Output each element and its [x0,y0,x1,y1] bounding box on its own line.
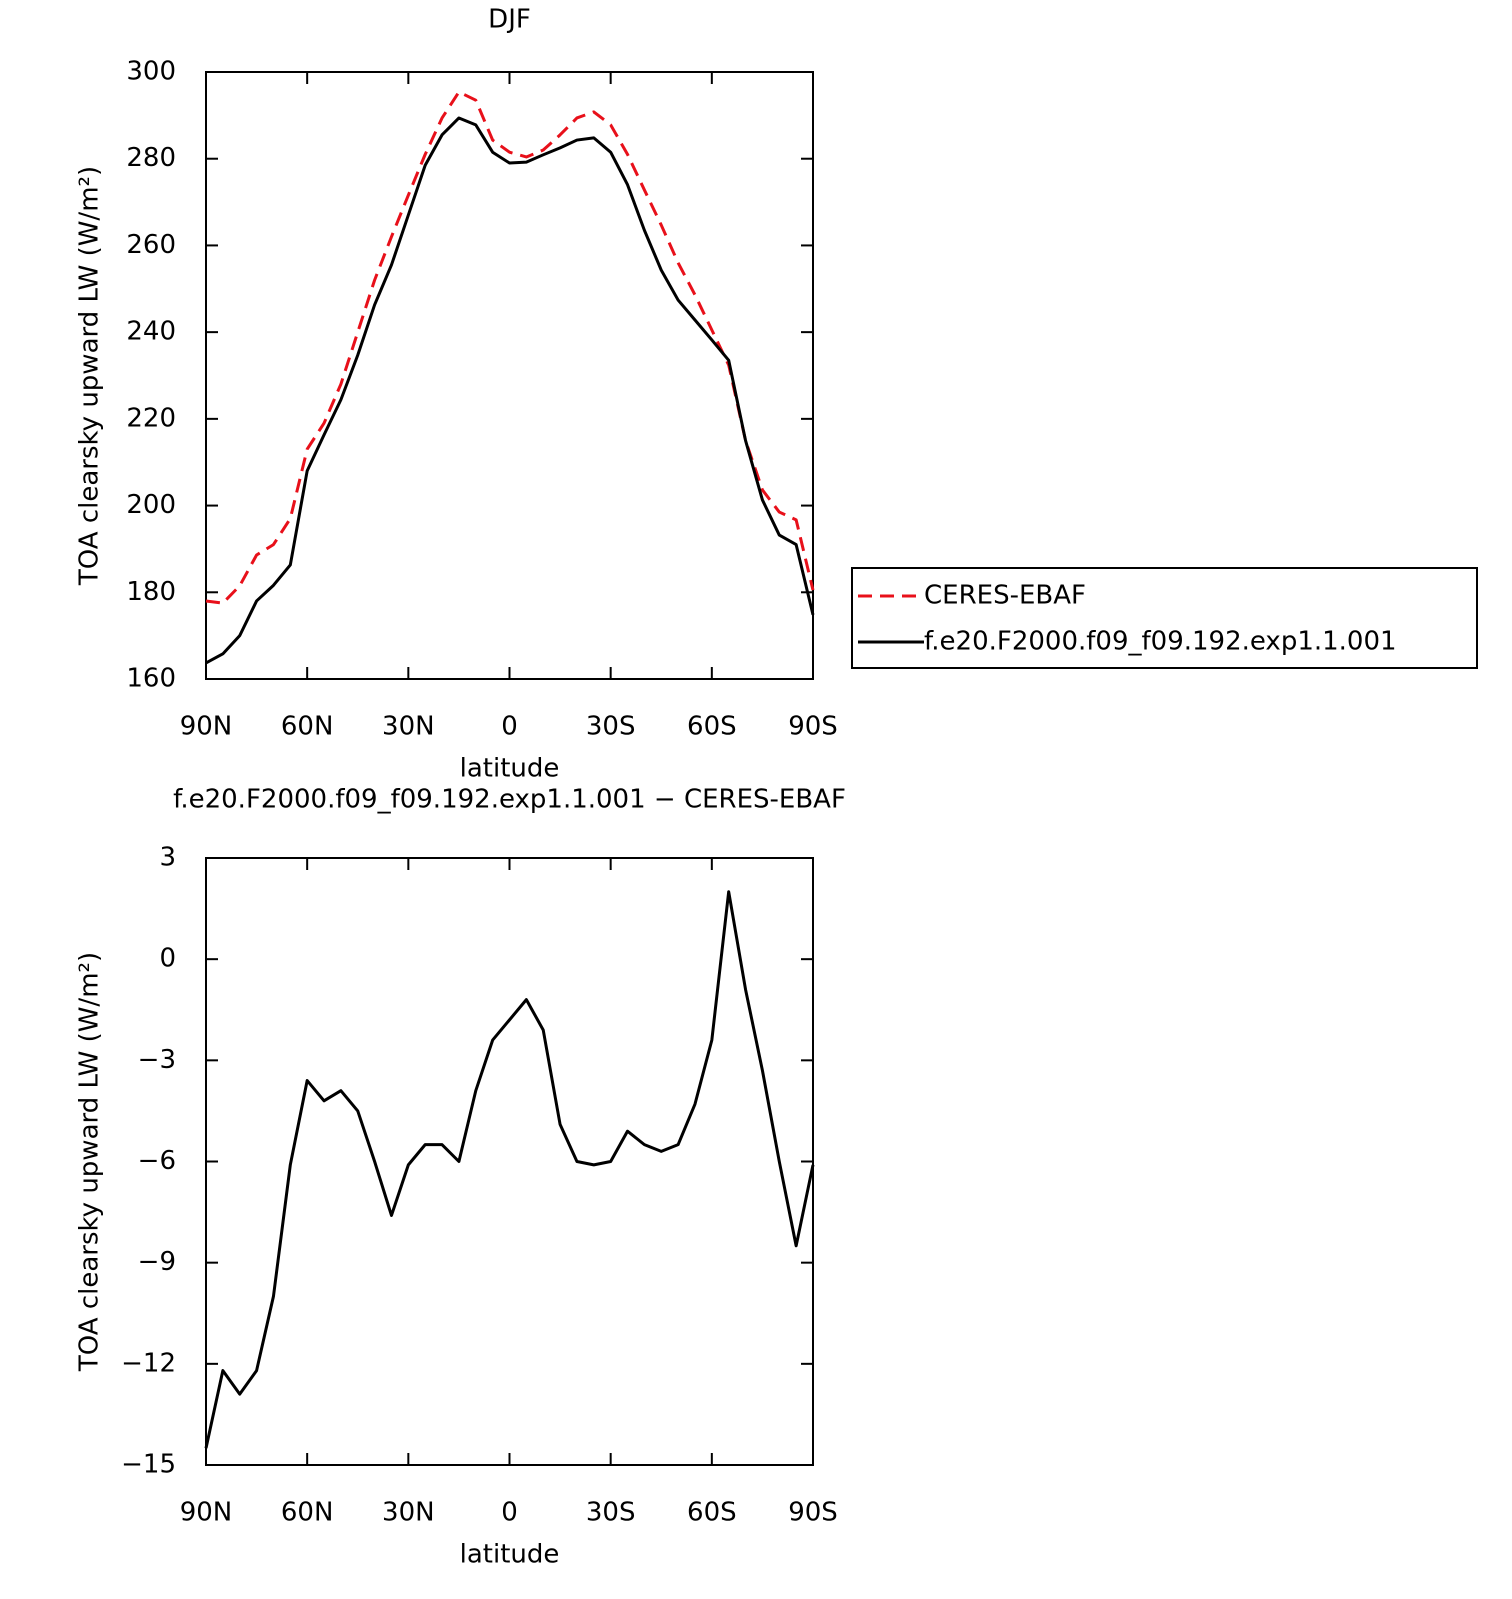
y-tick-label: −12 [121,1348,176,1378]
y-tick-label: 0 [159,944,176,974]
y-tick-label: 300 [126,57,176,87]
data-line [205,90,815,605]
y-tick-label: 3 [159,843,176,873]
y-tick-label: −3 [138,1045,176,1075]
x-tick-label: 30S [586,1498,636,1528]
y-tick-label: 200 [126,490,176,520]
y-tick-label: −9 [138,1247,176,1277]
x-tick-label: 60S [687,1498,737,1528]
y-tick-label: −15 [121,1450,176,1480]
chart-title: f.e20.F2000.f09_f09.192.exp1.1.001 − CER… [173,785,846,815]
data-line [204,890,815,1449]
x-tick-label: 0 [501,1498,518,1528]
y-tick-label: 220 [126,403,176,433]
x-tick-label: 60N [281,1498,334,1528]
y-tick-label: 280 [126,143,176,173]
x-tick-label: 30N [382,712,435,742]
x-tick-label: 90S [788,1498,838,1528]
x-axis-label: latitude [460,1540,560,1570]
x-tick-label: 60S [687,712,737,742]
legend-label: f.e20.F2000.f09_f09.192.exp1.1.001 [924,627,1397,657]
x-axis-label: latitude [460,754,560,784]
legend-label: CERES-EBAF [924,581,1086,611]
data-line [205,116,815,665]
y-tick-label: 260 [126,230,176,260]
y-tick-label: 160 [126,664,176,694]
y-axis-label: TOA clearsky upward LW (W/m²) [75,166,105,586]
x-tick-label: 30S [586,712,636,742]
y-tick-label: −6 [138,1146,176,1176]
legend-box [851,567,1478,669]
x-tick-label: 90N [180,712,233,742]
y-tick-label: 180 [126,577,176,607]
x-tick-label: 90S [788,712,838,742]
x-tick-label: 90N [180,1498,233,1528]
x-tick-label: 30N [382,1498,435,1528]
x-tick-label: 60N [281,712,334,742]
chart-title: DJF [488,5,531,35]
y-axis-label: TOA clearsky upward LW (W/m²) [75,952,105,1372]
x-tick-label: 0 [501,712,518,742]
y-tick-label: 240 [126,317,176,347]
plot-frame [205,71,814,680]
plot-frame [205,857,814,1466]
